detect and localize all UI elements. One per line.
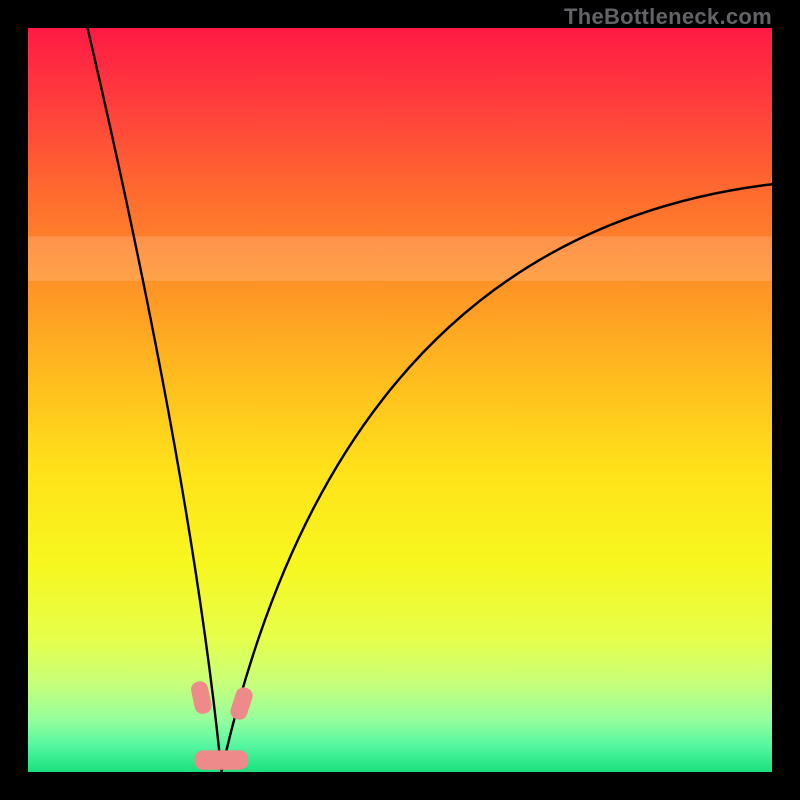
outer-frame: TheBottleneck.com: [0, 0, 800, 800]
chart-svg: [28, 28, 772, 772]
chart-area: [28, 28, 772, 772]
curve-marker: [195, 750, 249, 769]
watermark-text: TheBottleneck.com: [564, 4, 772, 30]
